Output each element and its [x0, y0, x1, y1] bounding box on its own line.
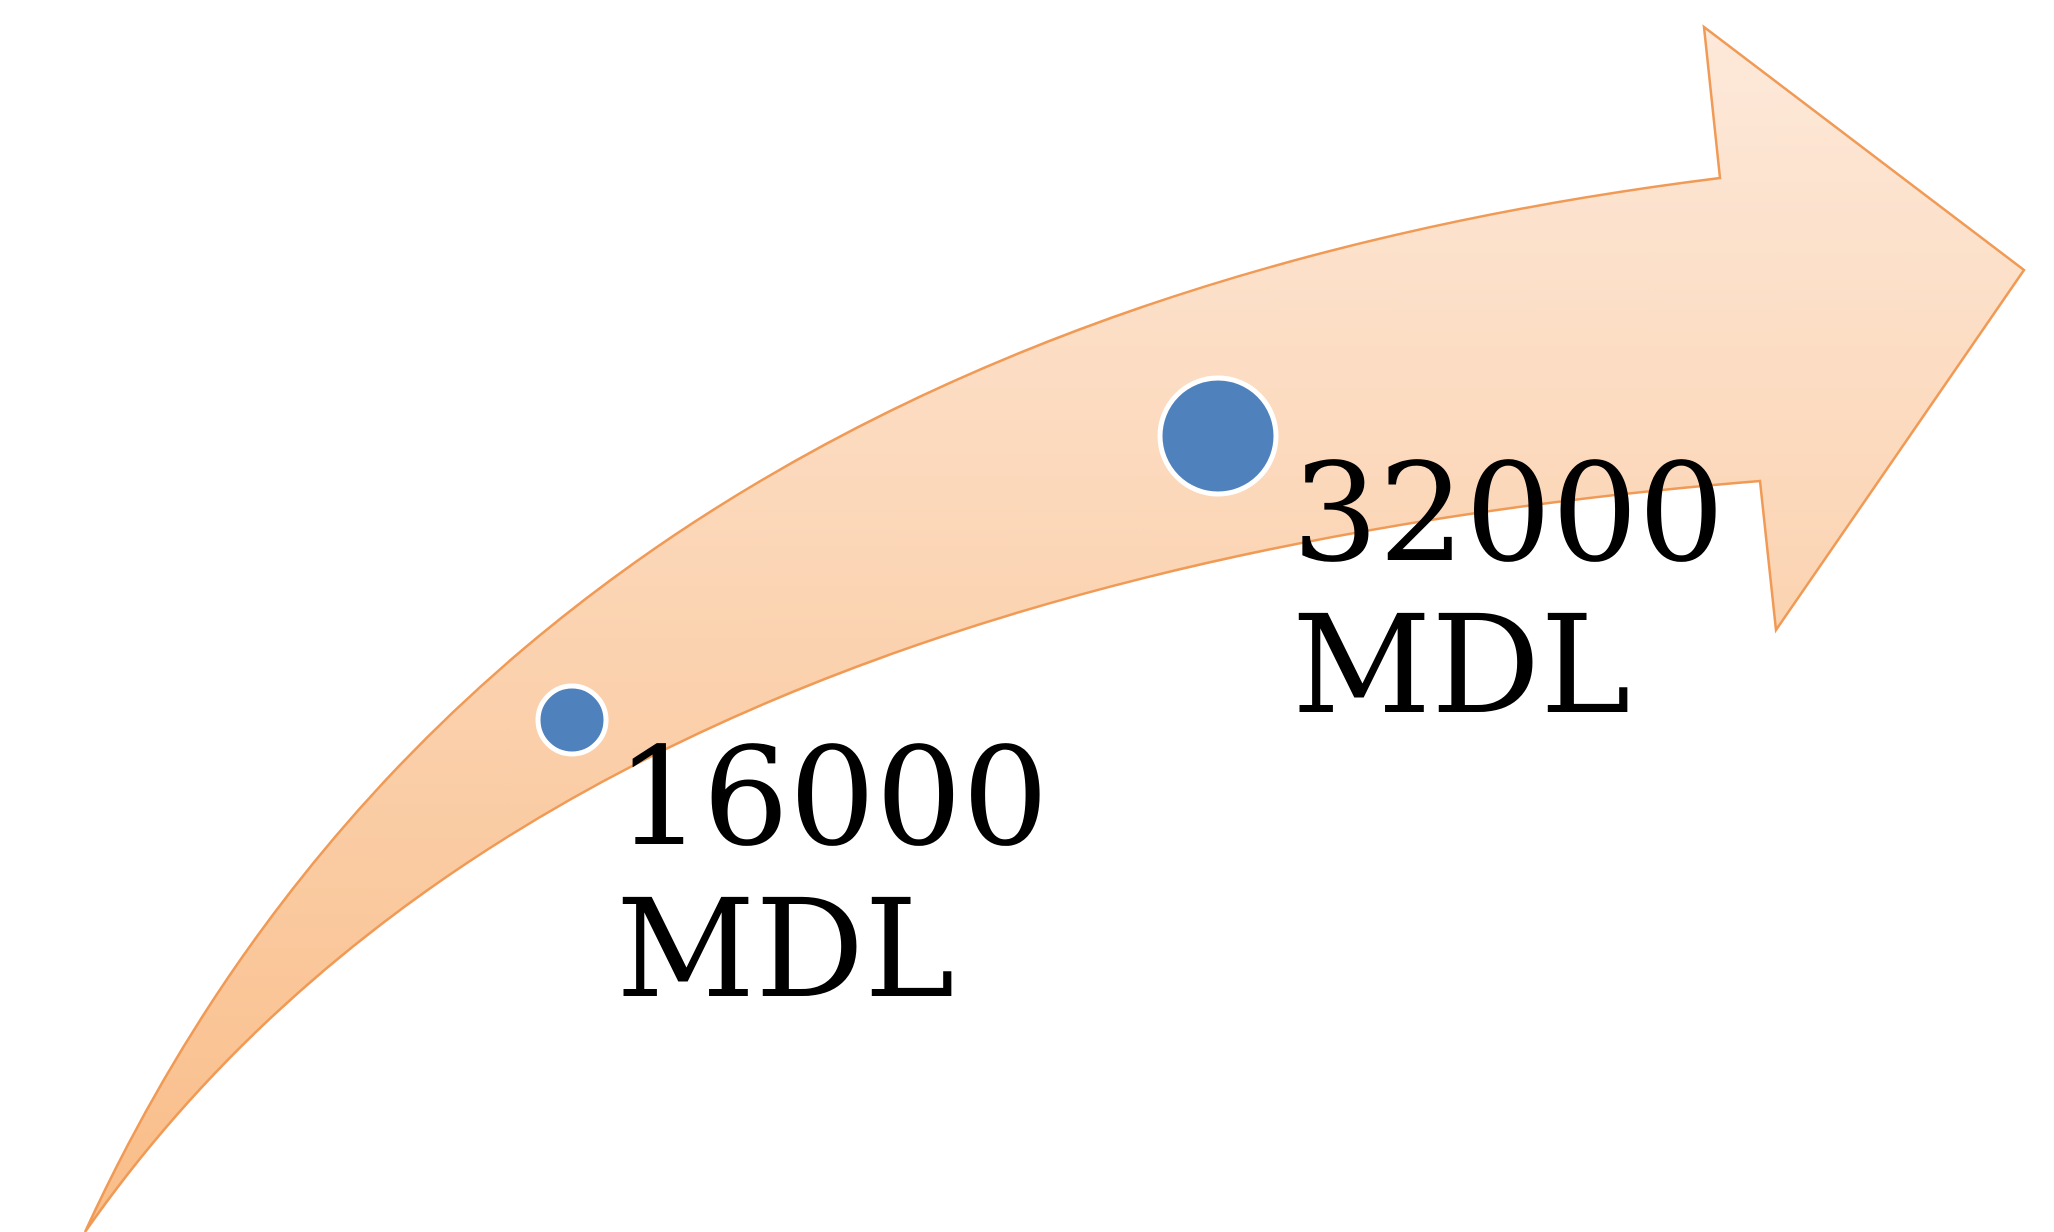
- milestone-1-value: 16000: [616, 719, 1049, 877]
- milestone-2-label: 32000 MDL: [1292, 438, 1725, 742]
- milestone-1-marker: [535, 683, 609, 757]
- milestone-1-label: 16000 MDL: [616, 722, 1049, 1026]
- milestone-1-unit: MDL: [616, 871, 955, 1029]
- milestone-2-marker: [1157, 375, 1279, 497]
- milestone-2-unit: MDL: [1292, 587, 1631, 745]
- curved-arrow-shape: [83, 24, 2026, 1232]
- milestone-2-value: 32000: [1292, 435, 1725, 593]
